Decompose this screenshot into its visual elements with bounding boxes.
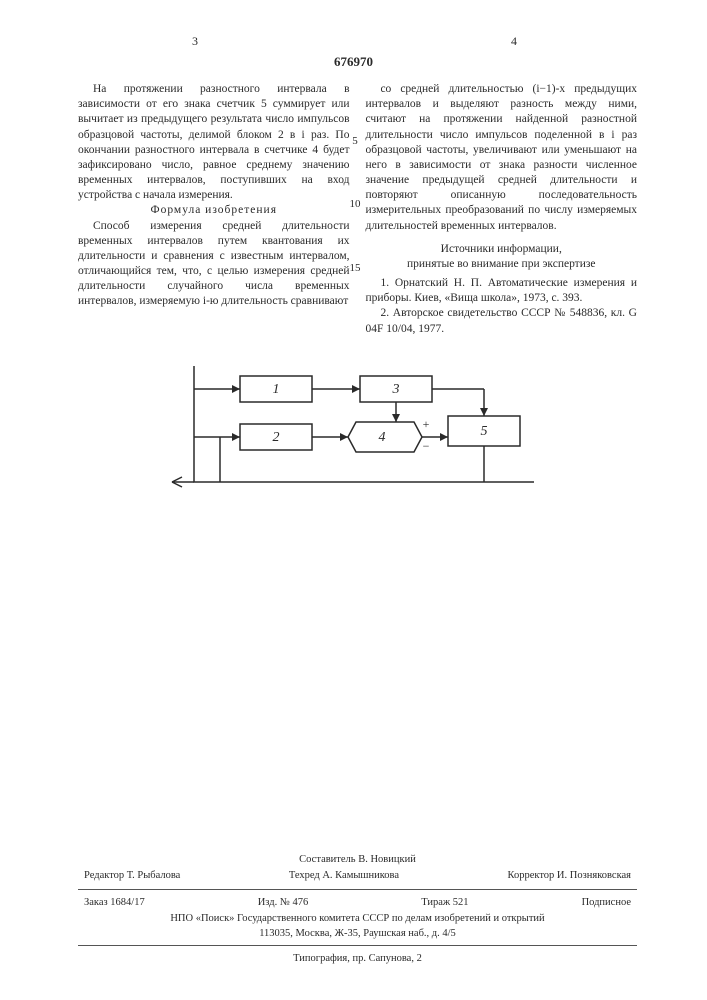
block-label: 4 xyxy=(378,430,385,445)
section-subheading: принятые во внимание при экспертизе xyxy=(366,257,638,272)
left-column: На протяжении разностного интервала в за… xyxy=(78,82,350,337)
block-label: 1 xyxy=(272,382,279,397)
proofreader: Корректор И. Позняковская xyxy=(508,869,632,883)
block-label: 3 xyxy=(391,382,399,397)
divider xyxy=(78,889,637,890)
block-diagram: 1 2 3 4 5 + − xyxy=(164,362,544,518)
print-run: Тираж 521 xyxy=(421,896,468,910)
page-number-right: 4 xyxy=(511,34,517,49)
section-heading: Источники информации, xyxy=(366,242,638,257)
text-columns: На протяжении разностного интервала в за… xyxy=(78,82,637,337)
printer-line: Типография, пр. Сапунова, 2 xyxy=(78,952,637,966)
techred: Техред А. Камышникова xyxy=(289,869,399,883)
divider xyxy=(78,945,637,946)
page-number-left: 3 xyxy=(192,34,198,49)
editor: Редактор Т. Рыбалова xyxy=(84,869,180,883)
plus-label: + xyxy=(422,417,429,431)
compiler-line: Составитель В. Новицкий xyxy=(78,853,637,867)
minus-label: − xyxy=(422,439,429,453)
block-label: 2 xyxy=(272,430,279,445)
subscription: Подписное xyxy=(582,896,631,910)
paragraph: На протяжении разностного интервала в за… xyxy=(78,82,350,203)
edition-number: Изд. № 476 xyxy=(258,896,309,910)
imprint-footer: Составитель В. Новицкий Редактор Т. Рыба… xyxy=(78,853,637,966)
paragraph: Способ измерения средней длительности вр… xyxy=(78,219,350,310)
reference-item: 2. Авторское свидетельство СССР № 548836… xyxy=(366,306,638,336)
paragraph: со средней длительностью (i−1)-х предыду… xyxy=(366,82,638,234)
document-number: 676970 xyxy=(334,54,373,70)
right-column: со средней длительностью (i−1)-х предыду… xyxy=(366,82,638,337)
reference-item: 1. Орнатский Н. П. Автоматические измере… xyxy=(366,276,638,306)
section-heading: Формула изобретения xyxy=(78,203,350,218)
address: 113035, Москва, Ж-35, Раушская наб., д. … xyxy=(78,927,637,941)
order-number: Заказ 1684/17 xyxy=(84,896,145,910)
organization: НПО «Поиск» Государственного комитета СС… xyxy=(78,912,637,926)
block-label: 5 xyxy=(480,424,487,439)
